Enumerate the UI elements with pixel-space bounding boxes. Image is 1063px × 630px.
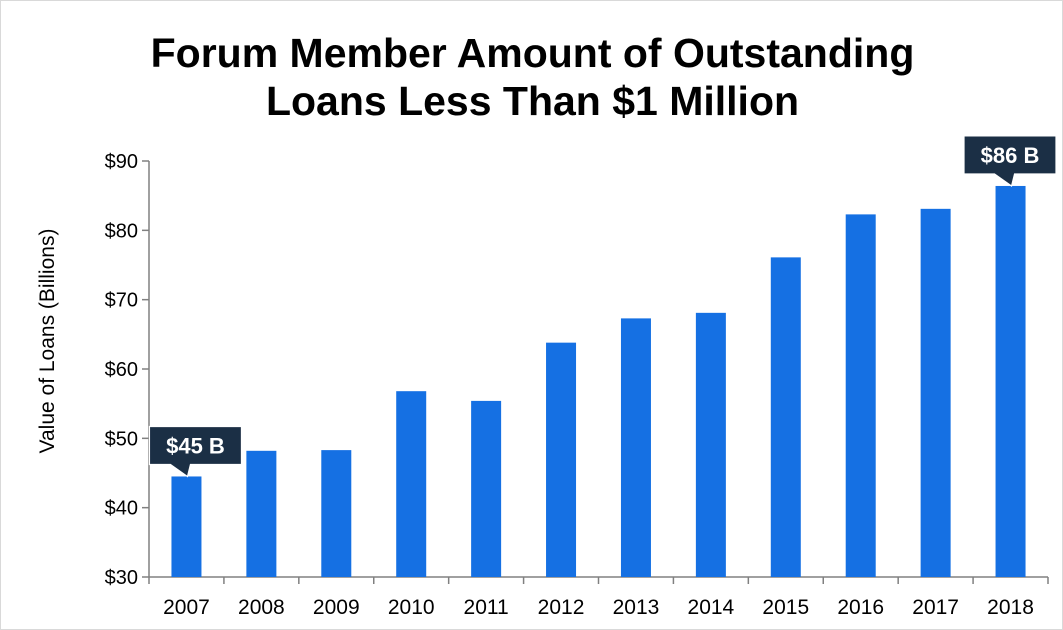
y-tick-label: $40	[105, 498, 138, 520]
x-tick-label: 2015	[762, 596, 809, 619]
x-tick-label: 2008	[238, 596, 285, 619]
y-tick-label: $70	[105, 290, 138, 312]
callout-label: $86 B	[981, 143, 1040, 168]
y-tick-label: $60	[105, 359, 138, 381]
bar-2018	[995, 185, 1026, 577]
y-tick-label: $30	[105, 567, 138, 589]
bar-2013	[620, 318, 651, 577]
x-tick-label: 2007	[163, 596, 210, 619]
bar-2017	[920, 208, 951, 577]
bar-2008	[246, 450, 277, 577]
y-tick-label: $50	[105, 428, 138, 450]
x-tick-label: 2013	[613, 596, 660, 619]
x-tick-label: 2009	[313, 596, 360, 619]
x-tick-label: 2018	[987, 596, 1034, 619]
x-tick-label: 2011	[464, 596, 509, 619]
chart-title-line-1: Forum Member Amount of Outstanding	[150, 30, 915, 76]
bar-2014	[695, 312, 726, 577]
bar-2007	[171, 476, 202, 577]
callout-box	[148, 425, 243, 478]
x-tick-label: 2016	[837, 596, 884, 619]
bar-2010	[396, 391, 427, 577]
callout-2007: $45 B	[148, 425, 243, 478]
bar-2009	[321, 450, 352, 577]
chart-title: Forum Member Amount of Outstanding Loans…	[1, 29, 1063, 125]
bar-2011	[471, 400, 502, 577]
x-tick-label: 2010	[388, 596, 435, 619]
y-tick-label: $80	[105, 220, 138, 242]
callouts: $45 B $86 B	[148, 135, 1057, 478]
x-tick-label: 2017	[912, 596, 959, 619]
callout-label: $45 B	[166, 433, 225, 458]
chart-title-line-2: Loans Less Than $1 Million	[265, 78, 800, 124]
callout-2018: $86 B	[963, 135, 1057, 187]
x-tick-label: 2012	[538, 596, 585, 619]
bar-2015	[770, 257, 801, 577]
bar-2016	[845, 214, 876, 578]
y-axis-label: Value of Loans (Billions)	[36, 229, 59, 454]
x-tick-label: 2014	[688, 596, 735, 619]
y-axis: $30 $40 $50 $60 $70 $80 $90	[105, 151, 150, 589]
x-axis: 2007 2008 2009 2010 2011 2012 2013 2014 2015 2016…	[148, 576, 1049, 619]
callout-box	[963, 135, 1057, 187]
y-tick-label: $90	[105, 151, 138, 173]
bar-2012	[546, 342, 577, 577]
bars	[171, 185, 1026, 578]
